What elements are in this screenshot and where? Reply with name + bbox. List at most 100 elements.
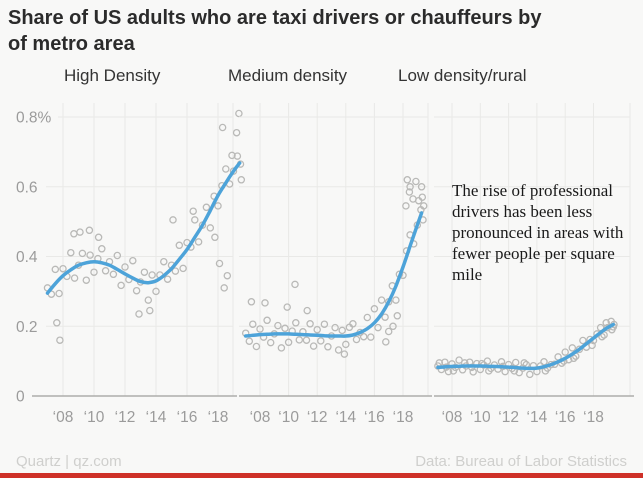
scatter-point [579, 336, 587, 345]
scatter-point [191, 216, 199, 224]
scatter-point [295, 336, 304, 344]
brand-accent-bar [0, 473, 643, 478]
scatter-point [266, 338, 275, 347]
scatter-point [363, 313, 372, 322]
scatter-point [334, 346, 343, 354]
scatter-point [526, 370, 534, 379]
scatter-point [349, 320, 357, 328]
scatter-point [392, 296, 400, 304]
scatter-point [338, 326, 346, 335]
scatter-point [98, 245, 106, 253]
scatter-point [520, 359, 528, 367]
scatter-point [374, 323, 382, 332]
scatter-point [228, 151, 236, 160]
scatter-point [263, 316, 271, 325]
scatter-point [412, 177, 420, 186]
scatter-point [194, 238, 203, 246]
scatter-point [381, 313, 389, 321]
scatter-point [70, 274, 79, 282]
scatter-point [179, 264, 187, 273]
data-source-credit: Data: Bureau of Labor Statistics [415, 453, 627, 470]
y-tick-label: 0.8% [16, 110, 52, 127]
scatter-point [277, 344, 286, 352]
scatter-point [284, 338, 293, 347]
scatter-point [303, 306, 311, 315]
x-tick-label: ‘14 [527, 409, 548, 426]
plot-area: ‘08 ‘10 ‘12 ‘14 ‘16 ‘18 ‘08 ‘10 ‘12 ‘14 ‘16 ‘18 ‘08 ‘… [16, 103, 634, 426]
y-tick-label: 0.2 [16, 319, 38, 336]
scatter-point [245, 337, 254, 345]
x-tick-label: ‘16 [555, 409, 576, 426]
scatter-point [309, 342, 318, 350]
scatter-point [402, 202, 410, 210]
scatter-point [70, 230, 78, 238]
scatter-point [302, 336, 311, 344]
scatter-point [206, 224, 215, 232]
x-tick-label: ‘08 [250, 409, 271, 426]
scatter-point [160, 257, 168, 266]
scatter-point [220, 284, 228, 292]
scatter-point [55, 289, 63, 298]
chart-title-line2: of metro area [8, 33, 135, 55]
scatter-point [403, 176, 412, 184]
scatter-point [53, 319, 61, 327]
scatter-point [109, 270, 118, 279]
scatter-point [218, 123, 227, 132]
chart-title: Share of US adults who are taxi drivers … [8, 5, 542, 57]
y-tick-label: 0.6 [16, 179, 38, 196]
scatter-point [497, 358, 506, 366]
scatter-point [370, 305, 379, 313]
scatter-point [540, 358, 548, 366]
facet-label-high-density: High Density [64, 66, 161, 85]
scatter-point [247, 298, 256, 306]
scatter-point [132, 286, 141, 295]
scatter-point [214, 202, 222, 210]
facet-label-medium-density: Medium density [228, 66, 348, 85]
scatter-point [393, 312, 402, 320]
brand-credit: Quartz | qz.com [16, 453, 122, 470]
scatter-point [85, 226, 94, 235]
scatter-point [274, 321, 282, 330]
scatter-point [222, 165, 230, 173]
scatter-point [292, 319, 300, 327]
scatter-point [588, 341, 596, 350]
scatter-point [82, 276, 91, 284]
scatter-point [382, 338, 390, 346]
scatter-point [113, 251, 122, 260]
scatter-point [202, 203, 211, 212]
scatter-point [291, 280, 299, 289]
scatter-point [419, 202, 428, 210]
scatter-point [331, 323, 339, 332]
scatter-point [144, 296, 153, 304]
scatter-point [324, 343, 332, 351]
x-tick-label: ‘18 [208, 409, 229, 426]
scatter-point [171, 267, 180, 275]
x-tick-label: ‘16 [364, 409, 385, 426]
scatter-point [281, 324, 289, 333]
scatter-point [76, 228, 84, 236]
x-tick-label: ‘12 [307, 409, 328, 426]
y-tick-label: 0 [16, 389, 25, 406]
trend-line [436, 322, 616, 371]
scatter-point [59, 264, 67, 273]
x-tick-label: ‘08 [442, 409, 463, 426]
scatter-point [237, 176, 246, 184]
scatter-point [163, 275, 172, 283]
scatter-point [117, 281, 125, 290]
facet-label-low-density: Low density/rural [398, 66, 527, 85]
scatter-point [306, 320, 314, 328]
scatter-point [252, 342, 261, 351]
scatter-point [129, 256, 137, 265]
scatter-point [568, 344, 577, 352]
scatter-point [406, 183, 414, 191]
trend-line [45, 161, 242, 295]
scatter-point [602, 319, 610, 327]
scatter-point [101, 267, 110, 275]
scatter-point [511, 358, 520, 367]
scatter-point [377, 296, 386, 304]
scatter-point [232, 128, 241, 137]
trend-line [243, 211, 424, 338]
scatter-point [169, 216, 177, 224]
scatter-point [140, 268, 149, 276]
